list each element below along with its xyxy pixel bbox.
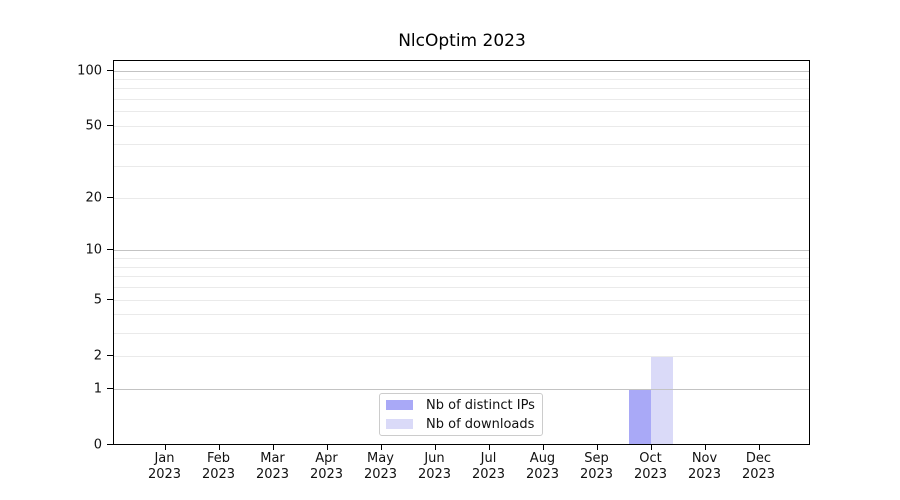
legend-swatch-distinct-ips: [386, 400, 413, 410]
y-axis-tick: [107, 354, 113, 356]
minor-gridline: [114, 299, 809, 301]
x-axis-tick-label: Apr 2023: [309, 451, 344, 482]
minor-gridline: [114, 88, 809, 90]
x-axis-tick: [380, 445, 382, 450]
y-axis-tick: [107, 196, 113, 198]
plot-area: Nb of distinct IPs Nb of downloads: [113, 60, 810, 445]
x-axis-tick-label: Sep 2023: [579, 451, 614, 482]
y-axis-tick: [107, 124, 113, 126]
x-axis-tick: [704, 445, 706, 450]
x-axis-tick: [488, 445, 490, 450]
y-axis-tick-label: 5: [93, 292, 102, 308]
y-axis-tick-label: 2: [93, 348, 102, 364]
y-axis-tick: [107, 249, 113, 251]
x-axis-tick: [326, 445, 328, 450]
minor-gridline: [114, 111, 809, 113]
x-axis-tick-label: Mar 2023: [255, 451, 290, 482]
minor-gridline: [114, 197, 809, 199]
minor-gridline: [114, 314, 809, 316]
major-gridline: [114, 388, 809, 390]
legend-label: Nb of distinct IPs: [426, 397, 535, 413]
minor-gridline: [114, 99, 809, 101]
x-axis-tick: [164, 445, 166, 450]
y-axis-tick-label: 100: [77, 63, 102, 79]
bar-distinct-ips: [628, 388, 651, 444]
x-axis-tick: [596, 445, 598, 450]
minor-gridline: [114, 355, 809, 357]
x-axis-tick: [758, 445, 760, 450]
x-axis-tick-label: Jan 2023: [147, 451, 182, 482]
x-axis-tick: [650, 445, 652, 450]
y-axis-tick: [107, 444, 113, 445]
minor-gridline: [114, 125, 809, 127]
bar-downloads: [650, 355, 673, 444]
x-axis-tick-label: Aug 2023: [525, 451, 560, 482]
legend-swatch-downloads: [386, 419, 413, 429]
x-axis-tick-label: May 2023: [363, 451, 398, 482]
minor-gridline: [114, 287, 809, 289]
y-axis-tick: [107, 387, 113, 389]
legend-label: Nb of downloads: [426, 416, 535, 432]
y-axis-tick: [107, 69, 113, 71]
y-axis-tick-label: 1: [93, 381, 102, 397]
y-axis-tick-label: 10: [85, 242, 102, 258]
minor-gridline: [114, 143, 809, 145]
minor-gridline: [114, 276, 809, 278]
x-axis-tick: [272, 445, 274, 450]
x-axis-tick-label: Dec 2023: [741, 451, 776, 482]
x-axis-tick: [542, 445, 544, 450]
y-axis-tick-label: 50: [85, 118, 102, 134]
major-gridline: [114, 250, 809, 252]
x-axis-tick-label: Jul 2023: [471, 451, 506, 482]
minor-gridline: [114, 258, 809, 260]
legend-item: Nb of downloads: [386, 415, 542, 434]
minor-gridline: [114, 78, 809, 80]
minor-gridline: [114, 166, 809, 168]
legend: Nb of distinct IPs Nb of downloads: [379, 393, 543, 436]
y-axis-tick: [107, 298, 113, 300]
x-axis-tick-label: Nov 2023: [687, 451, 722, 482]
legend-item: Nb of distinct IPs: [386, 396, 542, 415]
chart-title: NlcOptim 2023: [398, 31, 526, 51]
x-axis-tick: [434, 445, 436, 450]
minor-gridline: [114, 332, 809, 334]
x-axis-tick: [218, 445, 220, 450]
x-axis-tick-label: Jun 2023: [417, 451, 452, 482]
minor-gridline: [114, 266, 809, 268]
y-axis-tick-label: 20: [85, 190, 102, 206]
x-axis-tick-label: Feb 2023: [201, 451, 236, 482]
y-axis-tick-label: 0: [93, 437, 102, 453]
x-axis-tick-label: Oct 2023: [633, 451, 668, 482]
major-gridline: [114, 70, 809, 72]
